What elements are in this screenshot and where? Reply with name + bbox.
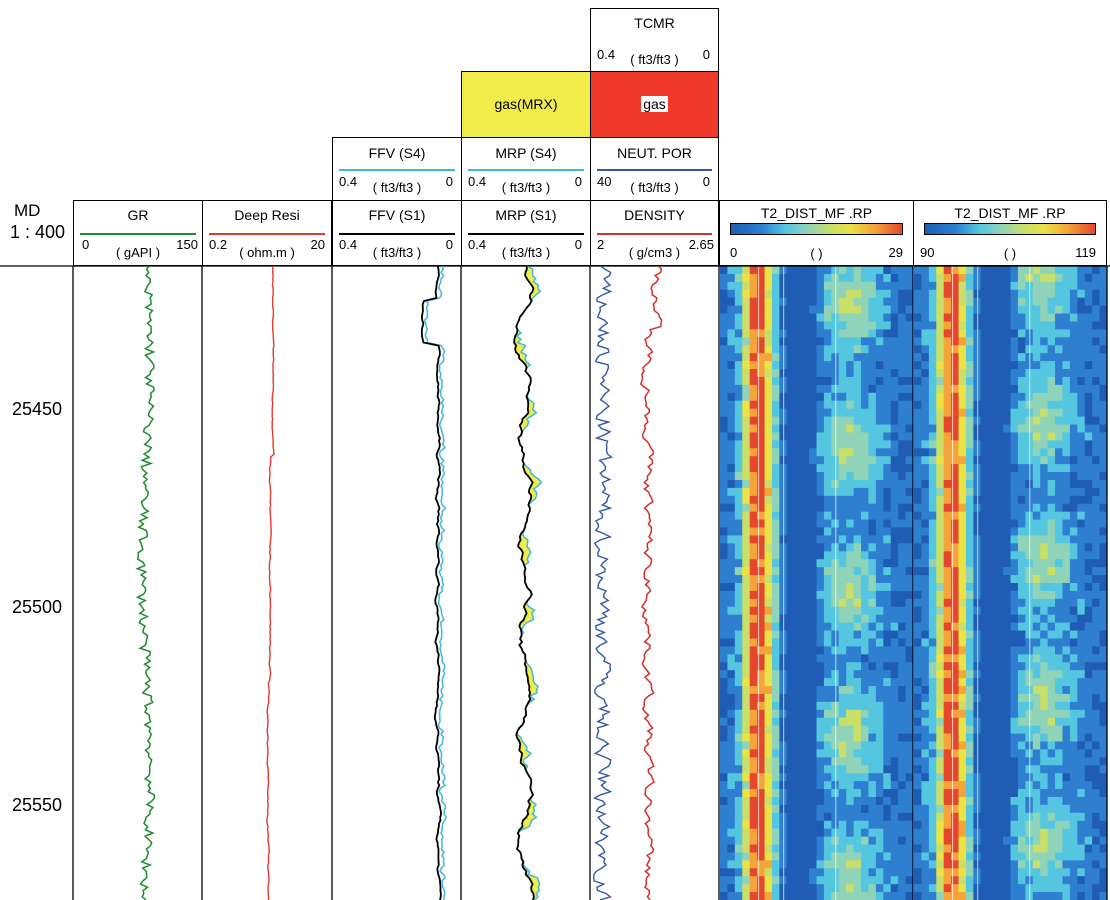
neut-legend-line	[597, 169, 712, 171]
t2b-header: T2_DIST_MF .RP 90 119 ( )	[913, 200, 1107, 266]
mrp-s4-unit: ( ft3/ft3 )	[501, 180, 551, 195]
neut-curve	[592, 265, 614, 900]
ffv-s1-min: 0.4	[339, 237, 358, 252]
density-max: 2.65	[688, 237, 714, 252]
gr-min: 0	[82, 237, 90, 252]
t2b-colorbar	[924, 223, 1096, 235]
gr-legend-line	[80, 233, 196, 235]
tcmr-max: 0	[702, 47, 710, 62]
gr-max: 150	[176, 237, 198, 252]
neut-unit: ( ft3/ft3 )	[630, 180, 679, 195]
mrx-gas-label: gas(MRX)	[494, 96, 558, 112]
t2a-unit: ( )	[810, 246, 823, 261]
ffv-s4-header: FFV (S4) 0.4 0 ( ft3/ft3 )	[332, 137, 462, 201]
ffv-s1-legend-line	[339, 233, 455, 235]
mrp-s1-min: 0.4	[468, 237, 487, 252]
density-legend-line	[597, 233, 712, 235]
md-label: MD	[14, 201, 41, 220]
t2a-title: T2_DIST_MF .RP	[760, 205, 873, 221]
density-curve	[639, 265, 663, 900]
neut-title: NEUT. POR	[617, 145, 692, 161]
ffv-s4-unit: ( ft3/ft3 )	[372, 180, 422, 195]
mrp-s4-title: MRP (S4)	[495, 145, 557, 161]
tcmr-min: 0.4	[597, 47, 616, 62]
gas-label: gas	[641, 96, 668, 112]
t2b-title: T2_DIST_MF .RP	[954, 205, 1066, 221]
res-curve	[266, 265, 275, 900]
depth-tick-label: 25550	[12, 794, 63, 815]
ffv-s4-max: 0	[445, 174, 453, 189]
ffv-s1-unit: ( ft3/ft3 )	[372, 245, 422, 260]
t2b-unit: ( )	[1003, 246, 1017, 261]
mrp-s1-header: MRP (S1) 0.4 0 ( ft3/ft3 )	[461, 200, 591, 266]
t2b-max: 119	[1075, 245, 1096, 260]
ffv-s4-title: FFV (S4)	[368, 145, 426, 161]
mrp-s1-legend-line	[468, 233, 584, 235]
mrp-s1-unit: ( ft3/ft3 )	[501, 245, 551, 260]
mrp-s4-min: 0.4	[468, 174, 487, 189]
depth-tick-label: 25450	[12, 398, 63, 419]
ffv-s1-max: 0	[445, 237, 453, 252]
t2a-max: 29	[888, 245, 903, 260]
t2a-header: T2_DIST_MF .RP 0 29 ( )	[719, 200, 914, 266]
mrp-s4-header: MRP (S4) 0.4 0 ( ft3/ft3 )	[461, 137, 591, 201]
ffv-s1-header: FFV (S1) 0.4 0 ( ft3/ft3 )	[332, 200, 462, 266]
gr-unit: ( gAPI )	[115, 245, 161, 260]
res-title: Deep Resi	[234, 207, 300, 223]
t2a-min: 0	[730, 245, 738, 260]
depth-scale: 1 : 400	[10, 222, 66, 242]
t2b-image	[914, 266, 1108, 900]
res-max: 20	[310, 237, 325, 252]
t2b-min: 90	[920, 245, 935, 260]
gr-header: GR 0 150 ( gAPI )	[73, 200, 203, 266]
density-unit: ( g/cm3 )	[628, 245, 681, 260]
ffv-s4-curve	[423, 265, 448, 900]
neut-min: 40	[597, 174, 612, 189]
mrp-s4-max: 0	[574, 174, 582, 189]
ffv-s1-curve	[420, 265, 443, 900]
mrp-s4-legend-line	[468, 169, 584, 171]
density-title: DENSITY	[624, 207, 685, 223]
density-header: DENSITY 2 2.65 ( g/cm3 )	[590, 200, 719, 266]
density-min: 2	[597, 237, 605, 252]
neut-max: 0	[702, 174, 710, 189]
tcmr-title: TCMR	[634, 15, 675, 31]
tcmr-unit: ( ft3/ft3 )	[630, 52, 679, 67]
res-header: Deep Resi 0.2 20 ( ohm.m )	[202, 200, 332, 266]
ffv-s4-legend-line	[339, 169, 455, 171]
depth-tick-label: 25500	[12, 596, 63, 617]
res-legend-line	[209, 233, 325, 235]
mrp-s1-max: 0	[574, 237, 582, 252]
t2a-image	[720, 266, 914, 900]
gr-title: GR	[127, 207, 149, 223]
mrp-s1-title: MRP (S1)	[495, 207, 557, 223]
ffv-s4-min: 0.4	[339, 174, 358, 189]
mrp-s1-curve	[513, 265, 535, 900]
mrx-gas-fill	[514, 266, 542, 900]
t2a-colorbar	[730, 223, 903, 235]
mrx-gas-fill-header: gas(MRX)	[461, 71, 591, 138]
gr-curve	[135, 265, 156, 900]
ffv-s1-title: FFV (S1)	[368, 207, 426, 223]
res-min: 0.2	[209, 237, 228, 252]
mrp-s4-curve	[515, 265, 543, 900]
res-unit: ( ohm.m )	[239, 245, 295, 260]
